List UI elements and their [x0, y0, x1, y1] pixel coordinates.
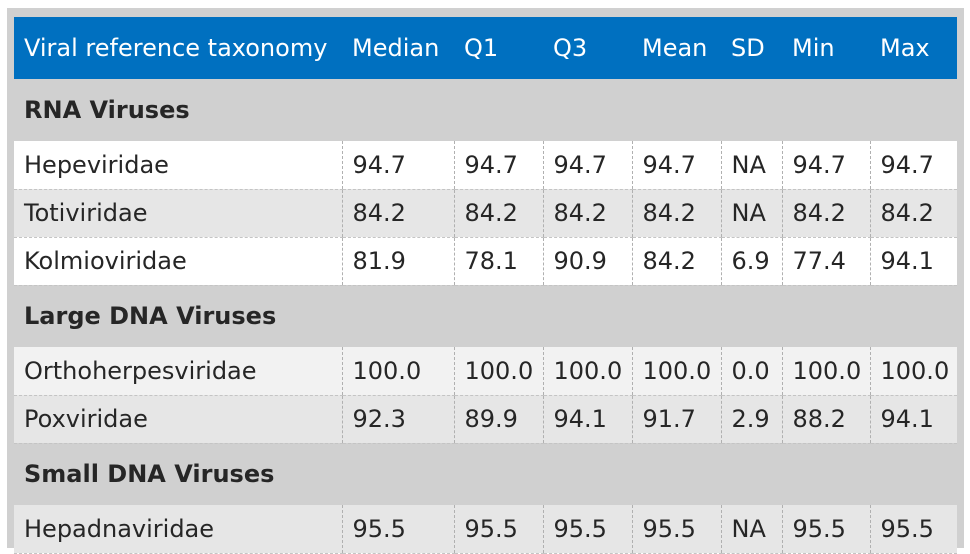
table-row: Totiviridae 84.2 84.2 84.2 84.2 NA 84.2 … — [14, 189, 957, 238]
column-header-q3: Q3 — [543, 17, 632, 79]
sd-cell: NA — [720, 505, 782, 554]
column-header-mean: Mean — [632, 17, 721, 79]
q3-cell: 84.2 — [542, 189, 632, 238]
taxonomy-cell: Poxviridae — [14, 395, 342, 444]
q3-cell: 90.9 — [542, 237, 632, 286]
q3-cell: 100.0 — [542, 347, 632, 396]
sd-cell: NA — [720, 141, 782, 190]
column-header-median: Median — [342, 17, 454, 79]
group-row: RNA Viruses — [14, 79, 957, 141]
q1-cell: 89.9 — [453, 395, 543, 444]
table-row: Hepeviridae 94.7 94.7 94.7 94.7 NA 94.7 … — [14, 141, 957, 190]
mean-cell: 95.5 — [631, 505, 721, 554]
table-row: Hepadnaviridae 95.5 95.5 95.5 95.5 NA 95… — [14, 505, 957, 554]
max-cell: 94.7 — [869, 141, 957, 190]
min-cell: 95.5 — [781, 505, 870, 554]
sd-cell: NA — [720, 189, 782, 238]
mean-cell: 100.0 — [631, 347, 721, 396]
median-cell: 94.7 — [341, 141, 454, 190]
taxonomy-cell: Hepeviridae — [14, 141, 342, 190]
group-row: Small DNA Viruses — [14, 443, 957, 505]
group-label: Small DNA Viruses — [24, 460, 275, 489]
q1-cell: 94.7 — [453, 141, 543, 190]
table-row: Poxviridae 92.3 89.9 94.1 91.7 2.9 88.2 … — [14, 395, 957, 444]
group-label: Large DNA Viruses — [24, 302, 277, 331]
mean-cell: 84.2 — [631, 189, 721, 238]
column-header-q1: Q1 — [454, 17, 543, 79]
header-row: Viral reference taxonomy Median Q1 Q3 Me… — [14, 17, 957, 79]
q3-cell: 95.5 — [542, 505, 632, 554]
mean-cell: 91.7 — [631, 395, 721, 444]
column-header-sd: SD — [721, 17, 782, 79]
max-cell: 84.2 — [869, 189, 957, 238]
min-cell: 84.2 — [781, 189, 870, 238]
min-cell: 88.2 — [781, 395, 870, 444]
sd-cell: 6.9 — [720, 237, 782, 286]
median-cell: 95.5 — [341, 505, 454, 554]
column-header-taxonomy: Viral reference taxonomy — [14, 17, 342, 79]
min-cell: 77.4 — [781, 237, 870, 286]
q3-cell: 94.1 — [542, 395, 632, 444]
q1-cell: 100.0 — [453, 347, 543, 396]
max-cell: 94.1 — [869, 395, 957, 444]
group-label: RNA Viruses — [24, 96, 190, 124]
mean-cell: 94.7 — [631, 141, 721, 190]
sd-cell: 2.9 — [720, 395, 782, 444]
table-frame: Viral reference taxonomy Median Q1 Q3 Me… — [7, 8, 964, 554]
median-cell: 92.3 — [341, 395, 454, 444]
median-cell: 81.9 — [341, 237, 454, 286]
q1-cell: 95.5 — [453, 505, 543, 554]
max-cell: 94.1 — [869, 237, 957, 286]
taxonomy-cell: Orthoherpesviridae — [14, 347, 342, 396]
min-cell: 94.7 — [781, 141, 870, 190]
table-row: Orthoherpesviridae 100.0 100.0 100.0 100… — [14, 347, 957, 396]
q1-cell: 78.1 — [453, 237, 543, 286]
min-cell: 100.0 — [781, 347, 870, 396]
column-header-min: Min — [782, 17, 870, 79]
taxonomy-cell: Kolmioviridae — [14, 237, 342, 286]
q1-cell: 84.2 — [453, 189, 543, 238]
max-cell: 100.0 — [869, 347, 957, 396]
sd-cell: 0.0 — [720, 347, 782, 396]
table-row: Kolmioviridae 81.9 78.1 90.9 84.2 6.9 77… — [14, 237, 957, 286]
group-row: Large DNA Viruses — [14, 285, 957, 347]
taxonomy-cell: Totiviridae — [14, 189, 342, 238]
max-cell: 95.5 — [869, 505, 957, 554]
median-cell: 100.0 — [341, 347, 454, 396]
q3-cell: 94.7 — [542, 141, 632, 190]
viral-taxonomy-table: Viral reference taxonomy Median Q1 Q3 Me… — [14, 17, 957, 554]
column-header-max: Max — [870, 17, 957, 79]
taxonomy-cell: Hepadnaviridae — [14, 505, 342, 554]
median-cell: 84.2 — [341, 189, 454, 238]
mean-cell: 84.2 — [631, 237, 721, 286]
